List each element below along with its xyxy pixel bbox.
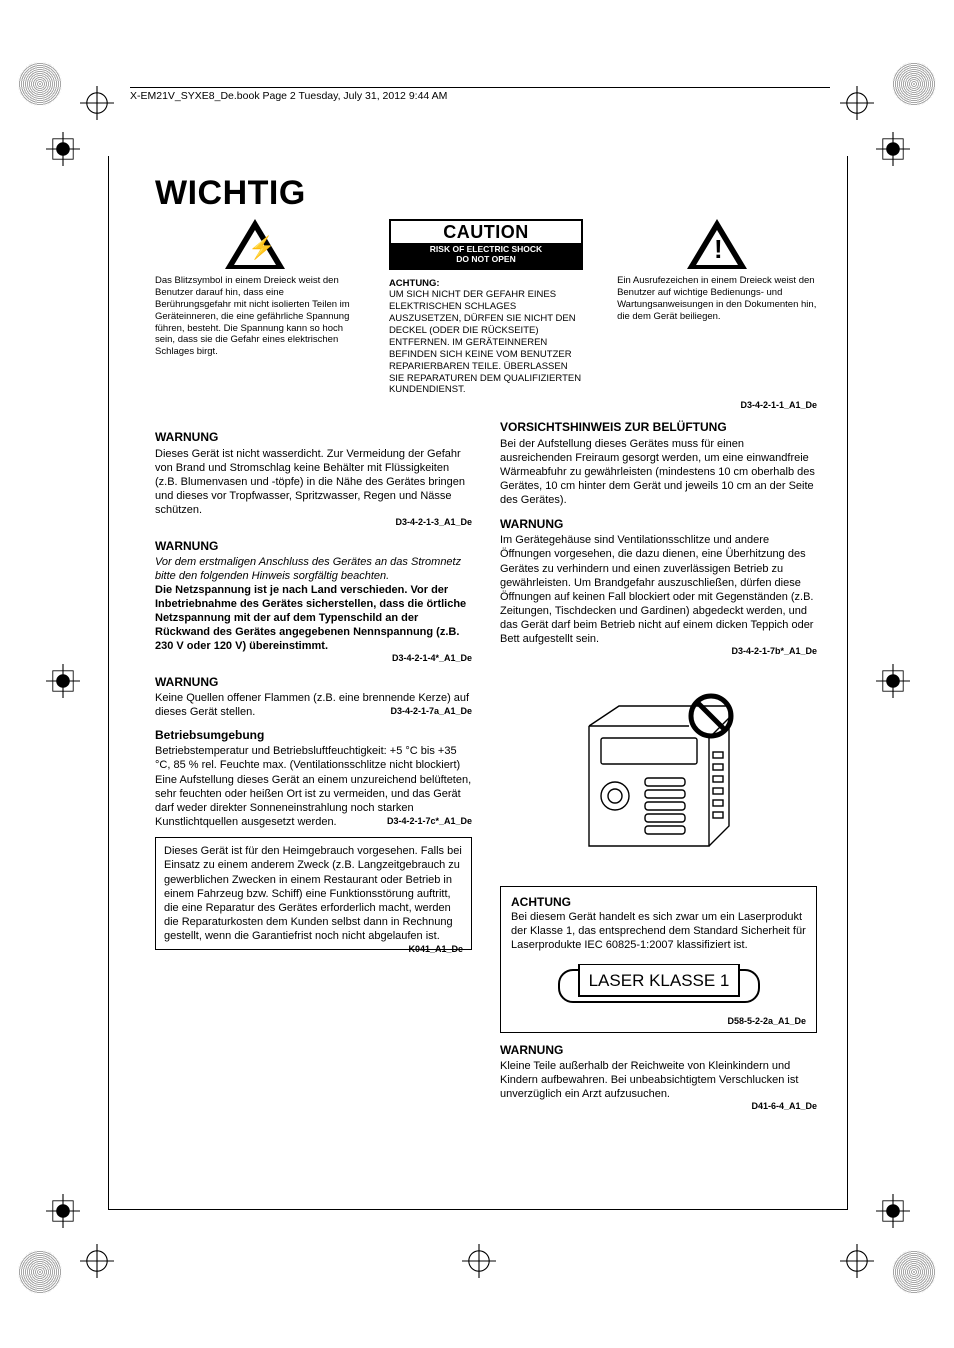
ventilation-body: Bei der Aufstellung dieses Gerätes muss … — [500, 437, 817, 507]
doc-code: K041_A1_De — [408, 944, 463, 956]
warning-icon-row: ⚡ Das Blitzsymbol in einem Dreieck weist… — [155, 219, 817, 396]
laser-body: Bei diesem Gerät handelt es sich zwar um… — [511, 910, 806, 952]
right-column: VORSICHTSHINWEIS ZUR BELÜFTUNG Bei der A… — [500, 420, 817, 1112]
print-page: X-EM21V_SYXE8_De.book Page 2 Tuesday, Ju… — [0, 0, 954, 1348]
exclamation-text: Ein Ausrufezeichen in einem Dreieck weis… — [617, 275, 817, 323]
achtung-heading: ACHTUNG: — [389, 278, 440, 289]
crop-mark-icon — [46, 664, 80, 698]
home-use-box: Dieses Gerät ist für den Heimgebrauch vo… — [155, 837, 472, 950]
warning-italic: Vor dem erstmaligen Anschluss des Geräte… — [155, 555, 472, 583]
doc-code: D3-4-2-1-1_A1_De — [155, 400, 817, 410]
caution-subtitle: RISK OF ELECTRIC SHOCK DO NOT OPEN — [391, 243, 581, 268]
crop-mark-icon — [876, 1194, 910, 1228]
crop-mark-icon — [80, 1244, 114, 1278]
device-illustration — [500, 666, 817, 866]
crop-mark-icon — [46, 132, 80, 166]
crop-mark-icon — [840, 86, 874, 120]
lightning-triangle-icon: ⚡ — [225, 219, 285, 269]
svg-text:LASER KLASSE 1: LASER KLASSE 1 — [588, 971, 729, 990]
doc-code: D3-4-2-1-3_A1_De — [155, 517, 472, 529]
warning-heading: WARNUNG — [155, 539, 472, 554]
two-column-body: WARNUNG Dieses Gerät ist nicht wasserdic… — [155, 420, 817, 1112]
registration-mark — [18, 62, 62, 106]
home-use-text: Dieses Gerät ist für den Heimgebrauch vo… — [164, 845, 462, 941]
laser-class-badge: LASER KLASSE 1 — [549, 964, 769, 1010]
doc-code: D41-6-4_A1_De — [500, 1101, 817, 1113]
caution-column: CAUTION RISK OF ELECTRIC SHOCK DO NOT OP… — [389, 219, 583, 396]
laser-box: ACHTUNG Bei diesem Gerät handelt es sich… — [500, 886, 817, 1033]
crop-mark-icon — [876, 132, 910, 166]
exclamation-column: ! Ein Ausrufezeichen in einem Dreieck we… — [617, 219, 817, 323]
achtung-body: UM SICH NICHT DER GEFAHR EINES ELEKTRISC… — [389, 289, 581, 395]
warning-heading: WARNUNG — [155, 430, 472, 445]
warning-heading: WARNUNG — [155, 675, 472, 690]
crop-mark-icon — [840, 1244, 874, 1278]
content-frame: WICHTIG ⚡ Das Blitzsymbol in einem Dreie… — [108, 156, 848, 1210]
doc-code: D3-4-2-1-7b*_A1_De — [500, 646, 817, 658]
warning-heading: WARNUNG — [500, 517, 817, 532]
caution-box: CAUTION RISK OF ELECTRIC SHOCK DO NOT OP… — [389, 219, 583, 270]
registration-mark — [892, 1250, 936, 1294]
achtung-block: ACHTUNG: UM SICH NICHT DER GEFAHR EINES … — [389, 278, 583, 397]
caution-title: CAUTION — [391, 221, 581, 243]
crop-mark-icon — [46, 1194, 80, 1228]
warning-body: Dieses Gerät ist nicht wasserdicht. Zur … — [155, 447, 472, 517]
doc-code: D58-5-2-2a_A1_De — [511, 1016, 806, 1028]
warning-body: Kleine Teile außerhalb der Reichweite vo… — [500, 1059, 817, 1101]
exclamation-triangle-icon: ! — [687, 219, 747, 269]
header-text: X-EM21V_SYXE8_De.book Page 2 Tuesday, Ju… — [130, 90, 447, 102]
crop-mark-icon — [80, 86, 114, 120]
achtung-heading: ACHTUNG — [511, 895, 806, 910]
warning-body: Im Gerätegehäuse sind Ventilationsschlit… — [500, 533, 817, 646]
registration-mark — [18, 1250, 62, 1294]
env-heading: Betriebsumgebung — [155, 728, 472, 743]
warning-heading: WARNUNG — [500, 1043, 817, 1058]
warning-bold: Die Netzspannung ist je nach Land versch… — [155, 583, 472, 653]
crop-mark-icon — [462, 1244, 496, 1278]
lightning-text: Das Blitzsymbol in einem Dreieck weist d… — [155, 275, 355, 358]
ventilation-heading: VORSICHTSHINWEIS ZUR BELÜFTUNG — [500, 420, 817, 435]
running-header: X-EM21V_SYXE8_De.book Page 2 Tuesday, Ju… — [130, 87, 830, 106]
page-title: WICHTIG — [155, 174, 817, 213]
doc-code: D3-4-2-1-4*_A1_De — [155, 653, 472, 665]
crop-mark-icon — [876, 664, 910, 698]
registration-mark — [892, 62, 936, 106]
lightning-column: ⚡ Das Blitzsymbol in einem Dreieck weist… — [155, 219, 355, 358]
stereo-device-icon — [559, 666, 759, 866]
left-column: WARNUNG Dieses Gerät ist nicht wasserdic… — [155, 420, 472, 1112]
